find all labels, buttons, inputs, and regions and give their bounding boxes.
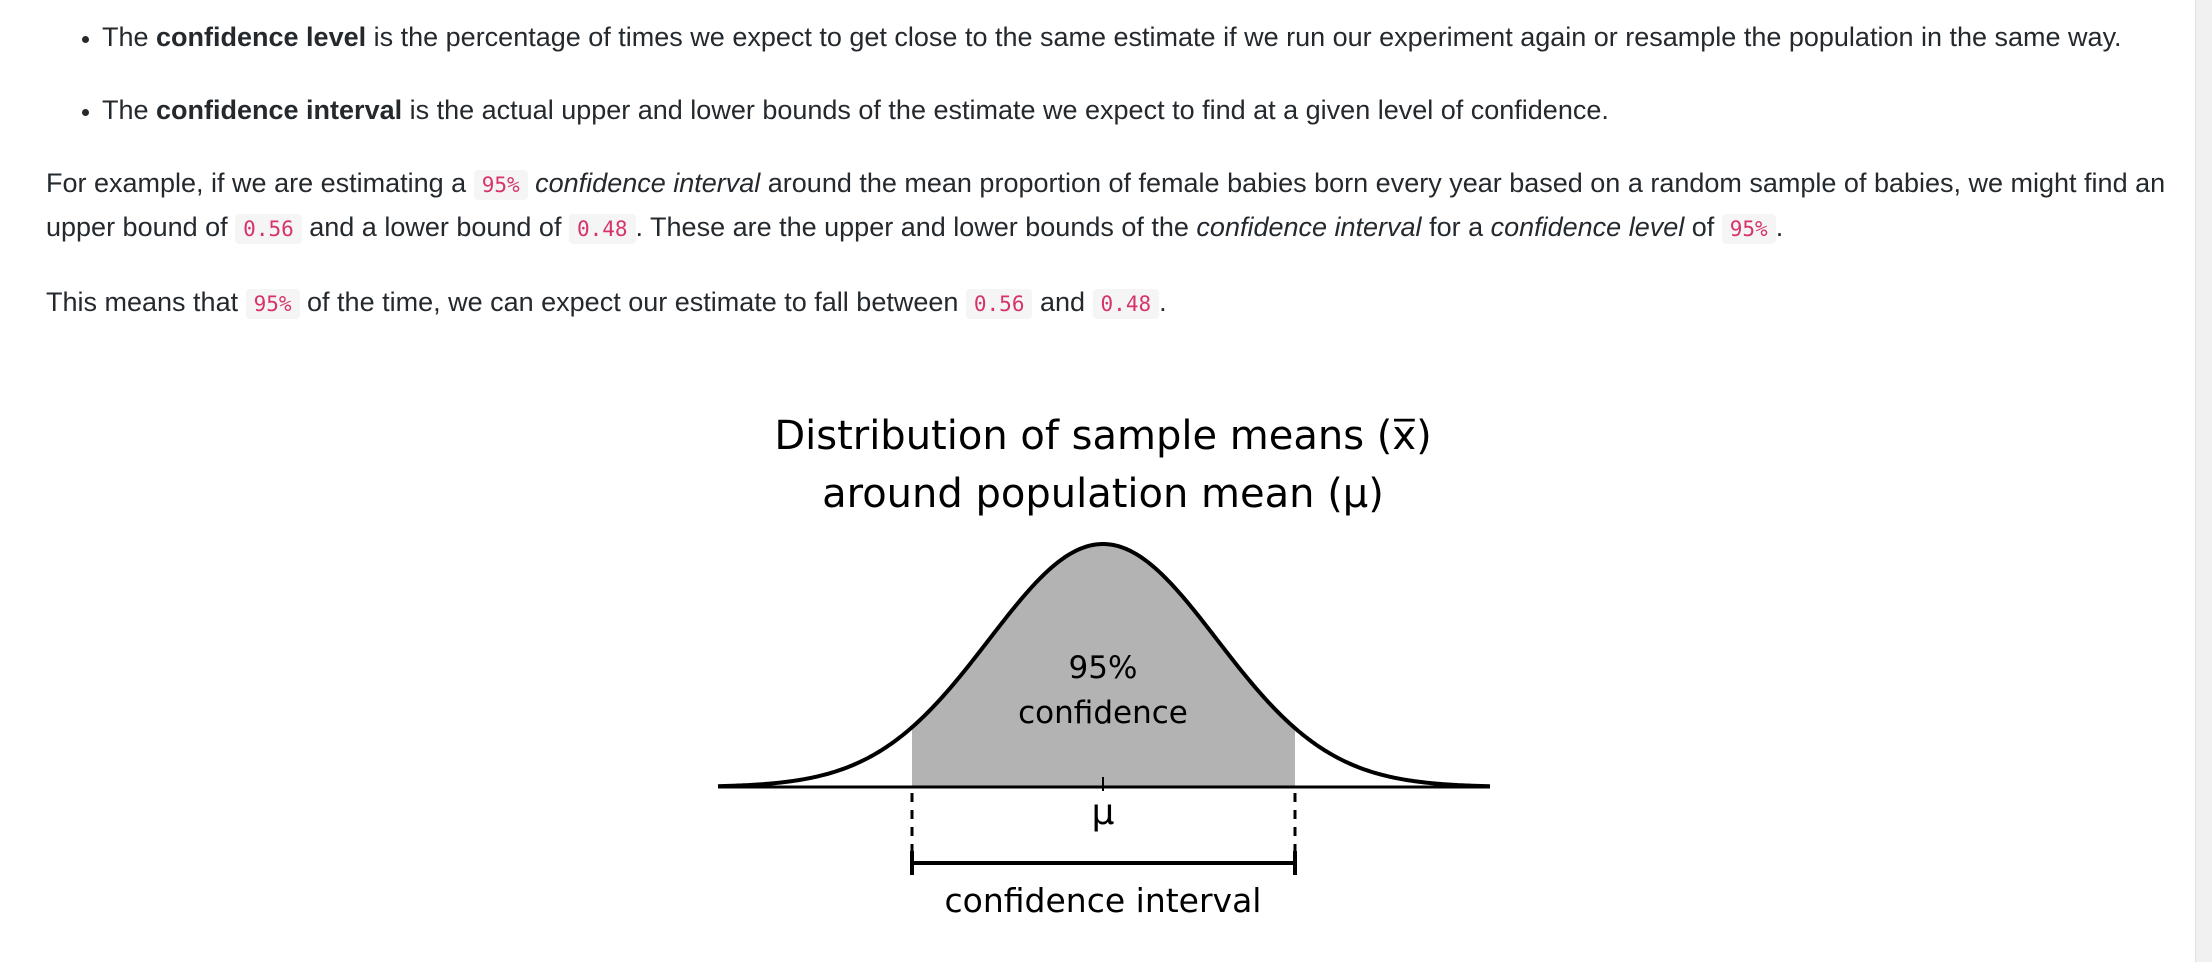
paragraph-text: For example, if we are estimating a bbox=[46, 168, 474, 198]
inline-code: 95% bbox=[245, 289, 300, 319]
figure-svg: Distribution of sample means (x̅) around… bbox=[717, 413, 1491, 920]
paragraph-text: . bbox=[1159, 287, 1167, 317]
sampling-distribution-figure: Distribution of sample means (x̅) around… bbox=[700, 396, 1520, 946]
paragraph-text: around the mean proportion of female bab… bbox=[46, 168, 2166, 242]
inline-code: 95% bbox=[473, 170, 528, 200]
inline-code: 95% bbox=[1721, 214, 1776, 244]
italic-term: confidence level bbox=[1490, 212, 1685, 242]
interval-label: confidence interval bbox=[945, 881, 1262, 920]
mean-label: μ bbox=[1092, 792, 1115, 833]
bullet-text-pre: The bbox=[102, 95, 157, 125]
vertical-scrollbar[interactable] bbox=[2195, 0, 2212, 962]
paragraph-text: for a bbox=[1421, 212, 1491, 242]
inline-code: 0.48 bbox=[1092, 289, 1160, 319]
confidence-shaded-area bbox=[912, 544, 1295, 787]
bullet-text-post: is the percentage of times we expect to … bbox=[366, 22, 2122, 52]
list-item-confidence-interval: The confidence interval is the actual up… bbox=[102, 89, 2176, 131]
inline-code: 0.48 bbox=[568, 214, 636, 244]
paragraph-text: of the time, we can expect our estimate … bbox=[299, 287, 966, 317]
paragraph-text: and a lower bound of bbox=[301, 212, 569, 242]
definition-list: The confidence level is the percentage o… bbox=[46, 16, 2176, 131]
bell-curve bbox=[717, 542, 1491, 789]
inline-code: 0.56 bbox=[235, 214, 302, 244]
bold-term-confidence-interval: confidence interval bbox=[156, 95, 403, 125]
paragraph-text bbox=[528, 168, 536, 198]
means-paragraph: This means that 95% of the time, we can … bbox=[46, 281, 2176, 325]
paragraph-text: of bbox=[1684, 212, 1722, 242]
shaded-label-line2: confidence bbox=[1018, 695, 1188, 731]
shaded-label-line1: 95% bbox=[1069, 650, 1138, 686]
bullet-text-pre: The bbox=[102, 22, 157, 52]
italic-term: confidence interval bbox=[1196, 212, 1422, 242]
example-paragraph: For example, if we are estimating a 95% … bbox=[46, 162, 2176, 250]
figure-title-line2: around population mean (μ) bbox=[822, 471, 1384, 517]
paragraph-text: and bbox=[1032, 287, 1093, 317]
article-content: The confidence level is the percentage o… bbox=[46, 0, 2176, 356]
italic-term: confidence interval bbox=[535, 168, 761, 198]
figure-title-line1: Distribution of sample means (x̅) bbox=[774, 413, 1431, 459]
list-item-confidence-level: The confidence level is the percentage o… bbox=[102, 16, 2176, 58]
bullet-text-post: is the actual upper and lower bounds of … bbox=[402, 95, 1609, 125]
inline-code: 0.56 bbox=[965, 289, 1033, 319]
paragraph-text: . bbox=[1775, 212, 1784, 242]
paragraph-text: . These are the upper and lower bounds o… bbox=[635, 212, 1197, 242]
bold-term-confidence-level: confidence level bbox=[156, 22, 367, 52]
paragraph-text: This means that bbox=[46, 287, 246, 317]
